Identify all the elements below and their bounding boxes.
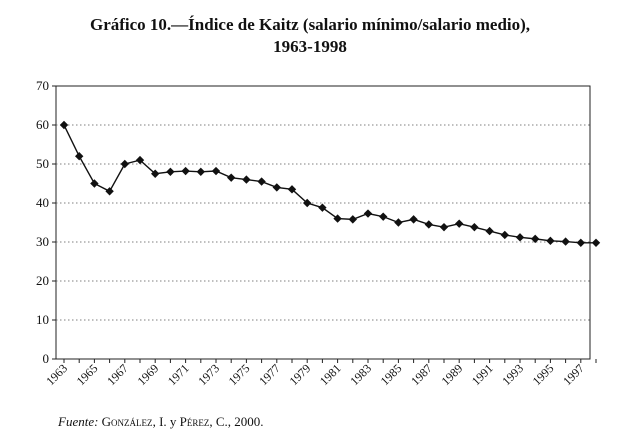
data-point-1982	[348, 215, 357, 224]
x-tick-label-1991: 1991	[469, 361, 496, 388]
data-point-1966	[105, 187, 114, 196]
x-tick-label-1987: 1987	[408, 361, 435, 388]
data-point-1987	[424, 220, 433, 229]
plot-frame	[55, 85, 591, 360]
source-note: Fuente: González, I. y Pérez, C., 2000.	[58, 414, 264, 430]
data-point-1977	[272, 183, 281, 192]
data-point-1978	[287, 185, 297, 194]
x-tick-label-1969: 1969	[134, 361, 161, 388]
data-point-1988	[439, 222, 449, 232]
data-point-1972	[196, 167, 205, 176]
data-point-1996	[561, 237, 570, 246]
x-tick-label-1993: 1993	[499, 361, 526, 388]
x-tick-label-1971: 1971	[165, 361, 192, 388]
source-between: , I. y	[152, 414, 180, 429]
data-point-1983	[363, 209, 373, 218]
x-tick-label-1983: 1983	[347, 361, 374, 388]
y-tick-label-40: 40	[36, 195, 49, 210]
data-point-1990	[470, 222, 479, 232]
data-point-1994	[531, 234, 540, 244]
source-label: Fuente:	[58, 414, 99, 429]
y-tick-label-0: 0	[43, 351, 50, 366]
data-point-1975	[242, 175, 251, 184]
x-tick-label-1965: 1965	[74, 361, 101, 388]
data-point-1979	[303, 198, 312, 208]
data-point-1998	[591, 238, 601, 247]
data-point-1989	[455, 219, 464, 228]
data-point-1967	[120, 159, 129, 169]
data-point-1963	[59, 120, 69, 130]
data-point-1970	[166, 167, 175, 176]
chart-title: Gráfico 10.—Índice de Kaitz (salario mín…	[0, 14, 620, 58]
data-point-1993	[515, 233, 525, 242]
data-point-1974	[227, 173, 236, 182]
chart-title-line-1: Gráfico 10.—Índice de Kaitz (salario mín…	[89, 15, 531, 34]
source-author-1: González	[101, 414, 153, 429]
x-tick-label-1973: 1973	[195, 361, 222, 388]
x-tick-label-1985: 1985	[378, 361, 405, 388]
x-tick-label-1995: 1995	[530, 361, 557, 388]
data-point-1985	[394, 218, 403, 227]
data-point-1968	[135, 155, 145, 165]
data-point-1965	[90, 179, 99, 188]
y-tick-label-60: 60	[36, 117, 49, 132]
data-point-1976	[257, 177, 266, 186]
x-tick-label-1981: 1981	[317, 361, 344, 388]
data-point-1980	[318, 203, 327, 212]
x-tick-label-1997: 1997	[560, 361, 587, 388]
data-point-1986	[409, 215, 418, 224]
x-tick-label-1989: 1989	[438, 361, 465, 388]
y-tick-label-20: 20	[36, 273, 49, 288]
x-tick-label-1977: 1977	[256, 361, 283, 388]
data-point-1964	[75, 152, 84, 161]
data-point-1991	[485, 226, 494, 236]
x-tick-label-1979: 1979	[286, 361, 313, 388]
data-point-1969	[151, 169, 160, 178]
y-tick-label-10: 10	[36, 312, 49, 327]
data-point-1984	[379, 212, 388, 221]
series-line	[63, 124, 596, 244]
y-tick-label-50: 50	[36, 156, 49, 171]
data-point-1995	[546, 236, 555, 246]
data-point-1971	[181, 166, 190, 176]
x-tick-label-1967: 1967	[104, 361, 131, 388]
source-author-2: Pérez	[179, 414, 210, 429]
x-tick-label-1975: 1975	[226, 361, 253, 388]
data-point-1973	[211, 166, 221, 176]
data-point-1981	[333, 214, 342, 223]
y-tick-label-70: 70	[36, 78, 49, 93]
y-tick-label-30: 30	[36, 234, 49, 249]
source-tail: , C., 2000.	[209, 414, 264, 429]
data-point-1997	[576, 238, 585, 247]
chart-title-line-2: 1963-1998	[273, 37, 347, 56]
data-point-1992	[500, 230, 509, 240]
